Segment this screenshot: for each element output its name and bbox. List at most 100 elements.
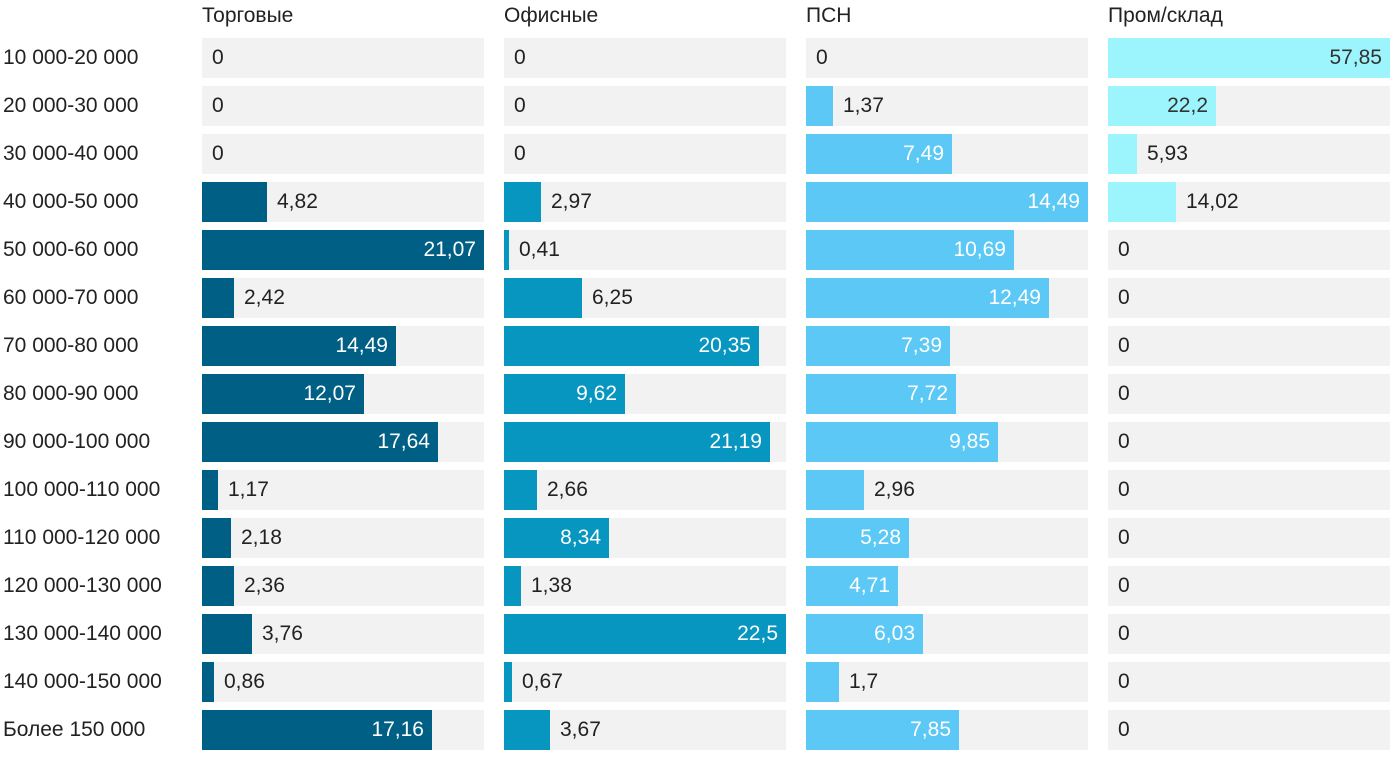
bar (202, 470, 218, 510)
bar (504, 566, 521, 606)
bar (202, 710, 432, 750)
bar-track: 2,42 (202, 278, 484, 318)
bar (202, 326, 396, 366)
data-label: 14,49 (335, 334, 388, 357)
bar (806, 374, 956, 414)
category-label: 130 000-140 000 (3, 622, 162, 645)
data-label: 17,64 (377, 430, 430, 453)
bar-track: 4,71 (806, 566, 1088, 606)
data-label: 0 (514, 142, 526, 165)
bar-track: 0 (202, 86, 484, 126)
data-label: 2,36 (244, 574, 285, 597)
data-label: 0 (1118, 430, 1130, 453)
data-label: 1,17 (228, 478, 269, 501)
data-label: 1,37 (843, 94, 884, 117)
bar-track: 0,86 (202, 662, 484, 702)
bar-track: 14,02 (1108, 182, 1390, 222)
data-label: 0 (212, 142, 224, 165)
data-label: 0,67 (522, 670, 563, 693)
bar-track: 1,37 (806, 86, 1088, 126)
category-label: 110 000-120 000 (3, 526, 161, 549)
bar-track: 0 (1108, 662, 1390, 702)
bar-track: 0 (504, 86, 786, 126)
data-label: 0,41 (519, 238, 560, 261)
data-label: 0 (1118, 286, 1130, 309)
bar-track: 17,64 (202, 422, 484, 462)
bar-track: 14,49 (806, 182, 1088, 222)
data-label: 2,18 (241, 526, 282, 549)
bar-track: 5,93 (1108, 134, 1390, 174)
series-title: Пром/склад (1108, 4, 1223, 27)
data-label: 0 (1118, 622, 1130, 645)
data-label: 14,49 (1027, 190, 1080, 213)
data-label: 0 (212, 94, 224, 117)
bar (806, 326, 950, 366)
data-label: 6,25 (592, 286, 633, 309)
bar-track: 9,85 (806, 422, 1088, 462)
category-label: Более 150 000 (3, 718, 146, 741)
data-label: 4,71 (849, 574, 890, 597)
bar (202, 182, 267, 222)
bar-track: 6,25 (504, 278, 786, 318)
bar-track: 0 (1108, 374, 1390, 414)
bar-track: 0 (1108, 518, 1390, 558)
bar (202, 662, 214, 702)
bar (504, 614, 786, 654)
data-label: 9,85 (949, 430, 990, 453)
data-label: 5,93 (1147, 142, 1188, 165)
data-label: 7,39 (901, 334, 942, 357)
category-label: 10 000-20 000 (3, 46, 139, 69)
data-label: 0 (514, 46, 526, 69)
data-label: 0,86 (224, 670, 265, 693)
data-label: 0 (1118, 718, 1130, 741)
bar-track: 5,28 (806, 518, 1088, 558)
bar (806, 182, 1088, 222)
bar-track: 0,41 (504, 230, 786, 270)
bar (806, 278, 1049, 318)
category-label: 20 000-30 000 (3, 94, 139, 117)
data-label: 20,35 (698, 334, 751, 357)
bar (806, 230, 1014, 270)
category-label: 100 000-110 000 (3, 478, 161, 501)
data-label: 0 (1118, 574, 1130, 597)
bar (806, 662, 839, 702)
bar-track: 12,07 (202, 374, 484, 414)
bar-track: 2,36 (202, 566, 484, 606)
data-label: 7,85 (910, 718, 951, 741)
bar-track: 14,49 (202, 326, 484, 366)
bar-track: 2,18 (202, 518, 484, 558)
bar (504, 470, 537, 510)
bar-track: 21,19 (504, 422, 786, 462)
bar-track: 7,72 (806, 374, 1088, 414)
bar (202, 518, 231, 558)
bar (504, 662, 512, 702)
data-label: 0 (1118, 382, 1130, 405)
category-label: 80 000-90 000 (3, 382, 139, 405)
data-label: 3,76 (262, 622, 303, 645)
bar-track: 0,67 (504, 662, 786, 702)
bar-track: 22,2 (1108, 86, 1390, 126)
bar-track: 6,03 (806, 614, 1088, 654)
bar (504, 374, 625, 414)
bar (806, 518, 909, 558)
data-label: 22,2 (1167, 94, 1208, 117)
bar (504, 326, 759, 366)
category-label: 60 000-70 000 (3, 286, 139, 309)
bar-track: 0 (1108, 278, 1390, 318)
series-title: Торговые (202, 4, 294, 27)
data-label: 6,03 (874, 622, 915, 645)
series-title: Офисные (504, 4, 599, 27)
bar-track: 0 (1108, 470, 1390, 510)
bar (1108, 134, 1137, 174)
data-label: 0 (514, 94, 526, 117)
category-label: 120 000-130 000 (3, 574, 162, 597)
bar (806, 470, 864, 510)
data-label: 0 (1118, 334, 1130, 357)
data-label: 12,07 (303, 382, 356, 405)
data-label: 2,97 (551, 190, 592, 213)
bar (1108, 86, 1216, 126)
data-label: 21,07 (423, 238, 476, 261)
bar-track: 8,34 (504, 518, 786, 558)
bar-track: 0 (504, 38, 786, 78)
